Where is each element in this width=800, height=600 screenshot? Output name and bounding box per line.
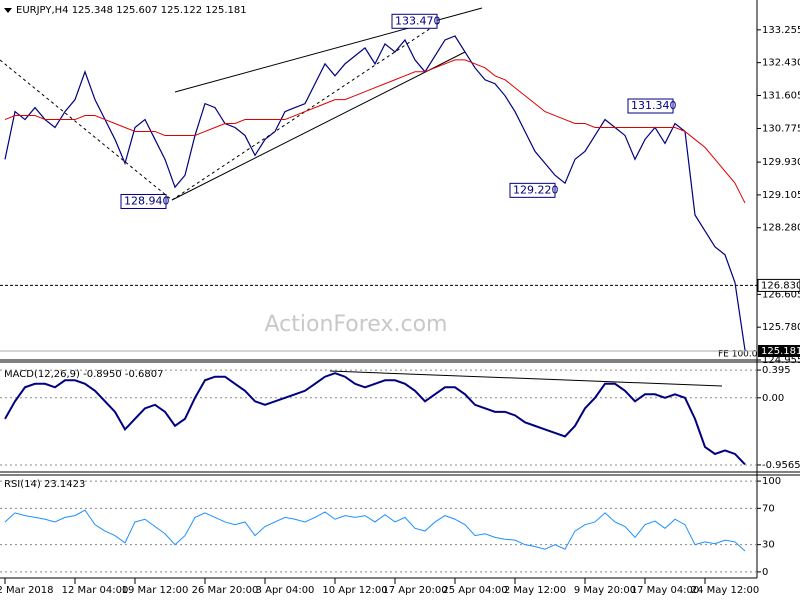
last-price-box [758,345,800,358]
price-line [4,372,746,466]
y-tick-label: -0.9565 [762,460,800,471]
x-tick-label: 17 Apr 20:00 [382,585,447,596]
y-tick-label: 126.605 [762,289,800,300]
trendline [171,51,466,201]
trendline [329,370,723,387]
fe-label: FE 100.0 [718,350,758,360]
price-line [4,59,746,204]
price-line [4,35,746,351]
y-tick-label: 129.930 [762,157,800,168]
y-tick-label: 130.775 [762,123,800,134]
chart-title: EURJPY,H4 125.348 125.607 125.122 125.18… [16,5,247,16]
x-tick-label: 9 May 20:00 [574,585,636,596]
x-tick-label: 25 Apr 04:00 [442,585,507,596]
annotation-box [391,13,438,29]
y-tick-label: 0.395 [762,365,791,376]
x-tick-label: 2 Mar 2018 [0,585,54,596]
y-tick-label: 128.280 [762,223,800,234]
y-tick-label: 30 [762,540,775,551]
y-tick-label: 125.780 [762,322,800,333]
level-label: 126.830 [761,280,800,291]
annotation-box [509,182,556,198]
annotation-label: 129.220 [513,183,559,196]
x-tick-label: 12 Mar 04:00 [62,585,129,596]
macd-title: MACD(12,26,9) -0.8950 -0.6807 [4,369,164,380]
x-tick-label: 24 May 12:00 [691,585,760,596]
y-tick-label: 131.605 [762,90,800,101]
y-tick-label: 100 [762,476,781,487]
x-tick-label: 10 Apr 12:00 [322,585,387,596]
y-tick-label: 124.955 [762,355,800,366]
last-price-label: 125.181 [761,346,800,357]
x-tick-label: 19 Mar 12:00 [122,585,189,596]
annotation-box [120,193,167,209]
y-tick-label: 132.430 [762,58,800,69]
annotation-label: 128.940 [124,194,170,207]
y-tick-label: 133.255 [762,25,800,36]
annotation-label: 133.470 [395,14,441,27]
x-tick-label: 3 Apr 04:00 [256,585,315,596]
y-tick-label: 0 [762,567,768,578]
x-tick-label: 26 Mar 20:00 [192,585,259,596]
y-tick-label: 129.105 [762,190,800,201]
annotation-box [627,98,674,114]
price-line [4,509,746,552]
menu-arrow [4,8,12,13]
y-tick-label: 0.00 [762,393,784,404]
annotation-label: 131.340 [631,99,677,112]
watermark: ActionForex.com [265,312,448,337]
level-box [757,278,800,292]
x-tick-label: 17 May 04:00 [631,585,700,596]
rsi-title: RSI(14) 23.1423 [4,479,85,490]
x-tick-label: 2 May 12:00 [504,585,566,596]
trendline [0,59,173,201]
y-tick-label: 70 [762,503,775,514]
